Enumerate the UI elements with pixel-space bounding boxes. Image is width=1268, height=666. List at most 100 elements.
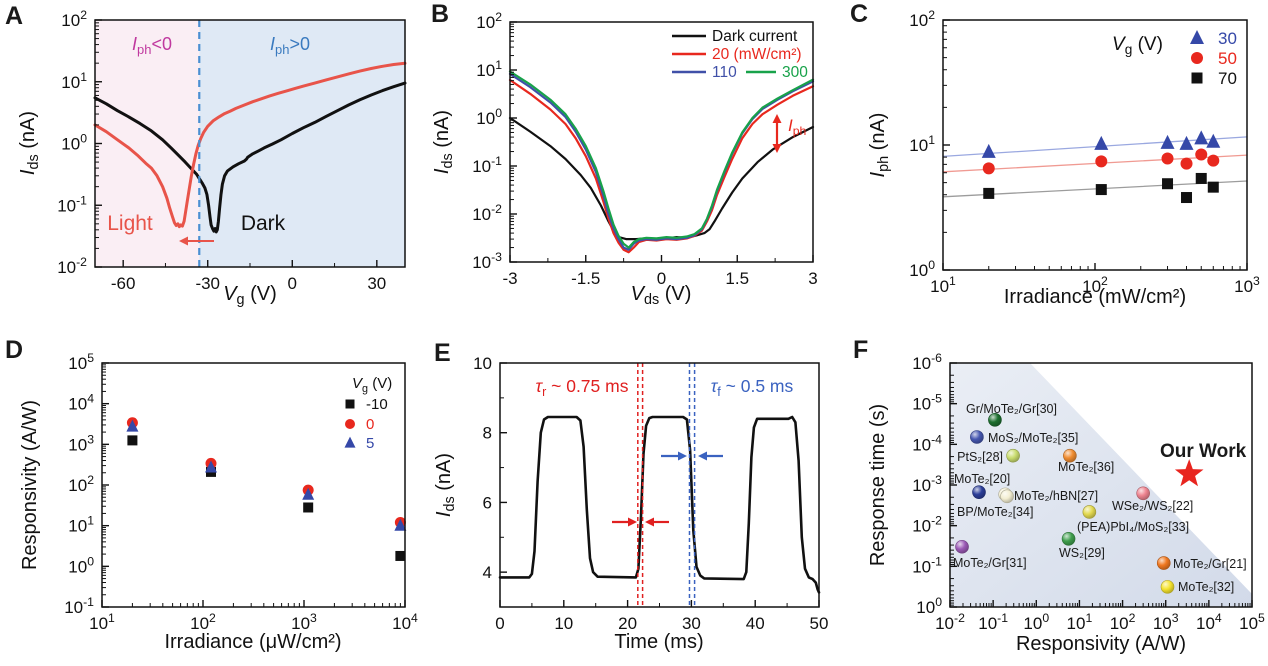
data-point <box>1194 130 1209 145</box>
y-tick-label: 8 <box>483 424 492 443</box>
panel-e-chart: τr ~ 0.75 ms τf ~ 0.5 ms 0 10 20 30 40 50 4 6 8 10 T… <box>433 354 828 653</box>
data-point <box>1195 172 1207 184</box>
arrow-head <box>678 451 687 461</box>
annotation: Iph<0 <box>132 34 172 57</box>
y-tick-label: 10-1 <box>472 154 502 176</box>
data-point <box>1095 184 1107 196</box>
y-tick-label: 10-2 <box>912 514 942 536</box>
y-tick-label: 101 <box>68 514 94 536</box>
y-tick-label: 10-4 <box>912 432 942 454</box>
data-point <box>395 550 406 561</box>
legend-label: 30 <box>1218 29 1237 48</box>
x-tick-label: 1.5 <box>725 269 749 288</box>
y-tick-label: 100 <box>916 595 942 617</box>
x-tick-label: 101 <box>89 611 115 633</box>
data-point <box>1161 152 1174 165</box>
data-point <box>1207 154 1220 167</box>
y-tick-label: 101 <box>909 133 935 155</box>
data-point <box>1006 448 1020 463</box>
x-tick-label: 103 <box>291 611 317 633</box>
data-point <box>1207 181 1219 193</box>
y-tick-label: 10-5 <box>912 392 942 414</box>
data-point <box>1160 134 1175 149</box>
x-tick-label: 30 <box>682 614 701 633</box>
point-label: MoTe₂[36] <box>1058 460 1114 474</box>
point-label: Gr/MoTe₂/Gr[30] <box>966 402 1057 416</box>
data-point <box>981 143 996 158</box>
y-tick-label: 10-6 <box>912 351 942 373</box>
data-point <box>1082 505 1097 519</box>
series-dark <box>93 81 407 234</box>
series-300-mw-cm2 <box>508 70 815 249</box>
y-tick-label: 4 <box>483 563 492 582</box>
legend-label: 5 <box>366 435 374 452</box>
x-tick-label: 0 <box>495 614 504 633</box>
point-label: PtS₂[28] <box>957 450 1003 464</box>
y-tick-label: 101 <box>476 58 502 80</box>
y-tick-label: 6 <box>483 493 492 512</box>
annotation: Iph>0 <box>270 34 310 57</box>
y-tick-label: 104 <box>68 392 94 414</box>
point-label: MoTe₂[32] <box>1178 580 1234 594</box>
legend-label: -10 <box>366 396 388 413</box>
y-tick-label: 10-3 <box>472 250 502 272</box>
point-label: WSe₂/WS₂[22] <box>1112 499 1193 513</box>
x-axis-label: Irradiance (mW/cm²) <box>1004 286 1186 308</box>
legend-label: 0 <box>366 416 374 433</box>
y-tick-label: 102 <box>61 8 87 30</box>
arrow-head <box>698 451 707 461</box>
arrow-head <box>628 517 637 527</box>
y-tick-label: 100 <box>909 258 935 280</box>
y-tick-label: 10-1 <box>912 554 942 576</box>
panel-d-chart: Vg (V)-10 0 5 101 102 103 104 10-1 100 101 102 103 1… <box>19 351 418 653</box>
data-point <box>1095 155 1108 168</box>
x-tick-label: 50 <box>810 614 829 633</box>
panel-a-chart: Iph<0 Iph>0 Light Dark -60 -30 0 30 10-2 10-1 100 1… <box>17 8 407 308</box>
series-dark-current <box>508 116 815 241</box>
data-point <box>1179 135 1194 150</box>
y-tick-label: 101 <box>61 70 87 92</box>
x-tick-label: 103 <box>1234 274 1260 296</box>
x-tick-label: 10 <box>554 614 573 633</box>
y-tick-label: 102 <box>476 10 502 32</box>
our-work-star <box>1174 459 1204 487</box>
panel-label-c: C <box>850 0 869 28</box>
panel-label-d: D <box>5 336 24 364</box>
panel-f-chart: Gr/MoTe₂/Gr[30] MoS₂/MoTe₂[35] PtS₂[28] MoT… <box>867 351 1265 655</box>
point-label: MoTe₂/Gr[31] <box>953 556 1027 570</box>
data-point <box>1191 52 1203 64</box>
y-axis-label: Response time (s) <box>867 404 889 566</box>
arrow-head <box>179 236 188 246</box>
legend-label: Dark current <box>712 28 798 45</box>
x-tick-label: -3 <box>502 269 517 288</box>
x-tick-label: 103 <box>1153 611 1179 633</box>
panel-label-a: A <box>5 2 24 30</box>
data-point <box>127 435 138 446</box>
data-point <box>972 485 986 499</box>
legend-title: Vg (V) <box>352 375 392 395</box>
plot-frame <box>499 362 820 608</box>
point-label: MoTe₂/hBN[27] <box>1014 489 1098 503</box>
point-label: BP/MoTe₂[34] <box>957 505 1033 519</box>
data-point <box>1195 148 1208 161</box>
y-tick-label: 10-3 <box>912 473 942 495</box>
y-tick-label: 102 <box>909 8 935 30</box>
x-tick-label: 0 <box>657 269 666 288</box>
x-axis-label: Responsivity (A/W) <box>1016 633 1186 655</box>
data-point <box>1206 133 1221 148</box>
series-photoswitching <box>498 415 821 594</box>
point-label: WS₂[29] <box>1059 546 1105 560</box>
panel-label-e: E <box>434 339 452 367</box>
x-tick-label: 10-2 <box>935 611 965 633</box>
data-point <box>1190 29 1204 44</box>
data-point <box>1061 531 1076 546</box>
data-point <box>303 502 314 513</box>
x-tick-label: 102 <box>190 611 216 633</box>
y-axis-label: Ids (nA) <box>17 111 42 175</box>
y-tick-label: 10-1 <box>64 595 94 617</box>
x-tick-label: 102 <box>1110 611 1136 633</box>
data-point <box>204 460 217 473</box>
point-label: Our Work <box>1160 441 1247 462</box>
